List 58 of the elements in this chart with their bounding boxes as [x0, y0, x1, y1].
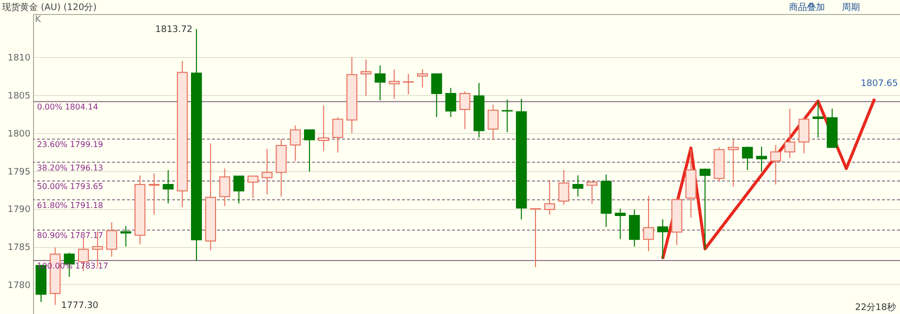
candlestick [374, 65, 386, 101]
candlestick [106, 222, 118, 258]
candlestick [262, 148, 273, 195]
y-tick-label: 1790 [8, 205, 31, 216]
candlestick [812, 100, 824, 138]
candlestick [572, 174, 584, 198]
candlestick [756, 146, 767, 172]
candlestick [742, 146, 753, 171]
y-tick-label: 1805 [8, 92, 30, 102]
candlestick [148, 172, 160, 216]
candlestick [360, 58, 372, 96]
candlestick [219, 168, 230, 207]
candlestick [332, 116, 344, 154]
candlestick [318, 104, 330, 152]
candlestick [643, 195, 654, 252]
y-tick-label: 1785 [8, 243, 30, 254]
y-tick-label: 1780 [8, 280, 31, 291]
annotation: 1777.30 [61, 300, 99, 311]
candlestick [784, 108, 796, 158]
candlestick [798, 116, 810, 154]
y-tick-label: 1795 [8, 167, 30, 178]
y-tick-label: 1800 [8, 129, 31, 140]
candlestick [770, 144, 782, 185]
candlestick [431, 73, 442, 118]
annotation: 1807.65 [860, 79, 898, 89]
candlestick [530, 208, 541, 268]
candlestick [162, 170, 174, 204]
candlestick [304, 129, 315, 172]
annotation: K [35, 15, 42, 25]
annotation: 1813.72 [155, 25, 192, 35]
candlestick [233, 176, 244, 204]
candlestick [558, 170, 570, 206]
candlestick [445, 87, 456, 118]
annotation: 22分18秒 [855, 302, 896, 313]
candlestick [700, 168, 710, 250]
candlestick [120, 226, 132, 248]
candlestick [586, 180, 598, 204]
candlestick [502, 99, 513, 133]
candlestick [488, 104, 499, 140]
candlestick [290, 124, 301, 162]
ref-line-label: 61.80% 1791.18 [37, 200, 104, 210]
candlestick [728, 139, 739, 188]
candlestick [248, 176, 258, 199]
ref-line-label: 23.60% 1799.19 [37, 140, 104, 150]
candlestick [388, 68, 400, 100]
text: 商品叠加 [789, 2, 825, 13]
ref-line-label: 0.00% 1804.14 [37, 102, 98, 112]
ref-line-label: 38.20% 1796.13 [37, 163, 104, 172]
ref-line-label: 50.00% 1793.65 [37, 182, 104, 192]
candlestick [657, 218, 668, 260]
candlestick [614, 208, 626, 240]
chart-title: 现货黄金 (AU) (120分) [2, 2, 97, 13]
candlestick [417, 68, 428, 88]
candlestick [628, 208, 640, 248]
candlestick [544, 179, 556, 216]
text: 周期 [842, 2, 860, 13]
candlestick [459, 90, 470, 130]
y-tick-label: 1810 [8, 54, 31, 64]
